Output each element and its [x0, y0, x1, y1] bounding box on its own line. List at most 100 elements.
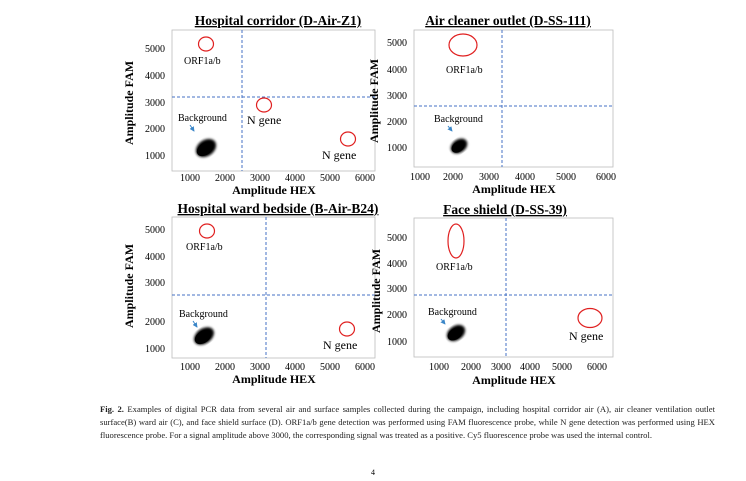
panel-b-ytick: 4000 [387, 65, 407, 76]
panel-d-ylabel: Amplitude FAM [369, 249, 383, 333]
panel-a-title: Hospital corridor (D-Air-Z1) [195, 13, 361, 28]
panel-d-xlabel: Amplitude HEX [472, 373, 556, 387]
panel-c-xtick: 2000 [215, 362, 235, 373]
panel-c-orf-circle [198, 223, 216, 239]
panel-c-ylabel: Amplitude FAM [122, 244, 136, 328]
panel-a-ngene-mid-label: N gene [247, 113, 281, 127]
panel-d-xtick: 6000 [587, 362, 607, 373]
panel-b-yticks: 5000 4000 3000 2000 1000 [387, 38, 407, 154]
panel-b-orf-circle [448, 33, 478, 57]
panel-a-xtick: 6000 [355, 173, 375, 184]
panel-b-xtick: 5000 [556, 172, 576, 183]
panel-d-xtick: 1000 [429, 362, 449, 373]
panel-c: Hospital ward bedside (B-Air-B24) Amplit… [122, 201, 378, 386]
panel-c-xtick: 3000 [250, 362, 270, 373]
panel-b-ytick: 3000 [387, 91, 407, 102]
panel-a-xtick: 1000 [180, 173, 200, 184]
panel-c-xtick: 4000 [285, 362, 305, 373]
panel-d-xtick: 2000 [461, 362, 481, 373]
panel-c-background-arrow [192, 320, 198, 328]
panel-d-ytick: 1000 [387, 337, 407, 348]
panel-a-ngene-right-circle [339, 131, 357, 147]
panel-b-xtick: 3000 [479, 172, 499, 183]
panel-c-xlabel: Amplitude HEX [232, 372, 316, 386]
panel-a-ngene-right-label: N gene [322, 148, 356, 162]
panel-c-background-label: Background [179, 309, 228, 320]
panel-d-orf-circle [447, 223, 465, 259]
panel-b: Air cleaner outlet (D-SS-111) Amplitude … [367, 13, 616, 196]
panel-c-plot-area [171, 216, 376, 359]
panel-a-ytick: 1000 [145, 151, 165, 162]
panel-a-yticks: 5000 4000 3000 2000 1000 [145, 44, 165, 162]
panel-c-droplet-core [194, 329, 212, 345]
panel-d-plot-area [413, 217, 614, 358]
panel-b-title: Air cleaner outlet (D-SS-111) [425, 13, 591, 28]
panel-d-background-label: Background [428, 307, 477, 318]
panel-b-xtick: 1000 [410, 172, 430, 183]
panel-a-orf-label: ORF1a/b [184, 56, 221, 67]
panel-d-ytick: 2000 [387, 310, 407, 321]
panel-b-ytick: 2000 [387, 117, 407, 128]
panel-b-xtick: 2000 [443, 172, 463, 183]
panel-d-xtick: 3000 [491, 362, 511, 373]
page-number: 4 [371, 468, 375, 477]
panel-a-ytick: 4000 [145, 71, 165, 82]
panel-c-xticks: 1000 2000 3000 4000 5000 6000 [180, 362, 375, 373]
figure-caption: Fig. 2. Examples of digital PCR data fro… [100, 403, 715, 442]
panel-b-ytick: 5000 [387, 38, 407, 49]
panel-a-orf-circle [197, 36, 215, 52]
panel-a-ylabel: Amplitude FAM [122, 61, 136, 145]
panel-c-ngene-circle [338, 321, 356, 337]
panel-b-orf-label: ORF1a/b [446, 65, 483, 76]
panel-d-title: Face shield (D-SS-39) [443, 202, 567, 217]
panel-c-yticks: 5000 4000 3000 2000 1000 [145, 225, 165, 355]
panel-d-xtick: 4000 [520, 362, 540, 373]
panel-a-ytick: 3000 [145, 98, 165, 109]
panel-c-orf-label: ORF1a/b [186, 242, 223, 253]
panel-a-ytick: 2000 [145, 124, 165, 135]
panel-d-ngene-label: N gene [569, 329, 603, 343]
figure-2: Hospital corridor (D-Air-Z1) Amplitude F… [122, 13, 616, 387]
panel-c-xtick: 1000 [180, 362, 200, 373]
panel-d-droplet-core [447, 327, 463, 341]
panel-d-background-arrow [440, 318, 446, 325]
panel-b-xticks: 1000 2000 3000 4000 5000 6000 [410, 172, 616, 183]
panel-d: Face shield (D-SS-39) Amplitude FAM 5000… [369, 202, 614, 387]
panel-c-ytick: 5000 [145, 225, 165, 236]
panel-b-ytick: 1000 [387, 143, 407, 154]
panel-d-xtick: 5000 [552, 362, 572, 373]
panel-a-xtick: 5000 [320, 173, 340, 184]
panel-c-ytick: 2000 [145, 317, 165, 328]
panel-d-ytick: 5000 [387, 233, 407, 244]
panel-d-xticks: 1000 2000 3000 4000 5000 6000 [429, 362, 607, 373]
caption-text: Examples of digital PCR data from severa… [100, 404, 716, 440]
panel-d-yticks: 5000 4000 3000 2000 1000 [387, 233, 407, 348]
panel-c-ngene-label: N gene [323, 338, 357, 352]
panel-b-xtick: 4000 [515, 172, 535, 183]
panel-c-ytick: 3000 [145, 278, 165, 289]
panel-a-xticks: 1000 2000 3000 4000 5000 6000 [180, 173, 375, 184]
panel-b-xtick: 6000 [596, 172, 616, 183]
panel-b-background-label: Background [434, 114, 483, 125]
panel-a-xtick: 3000 [250, 173, 270, 184]
panel-c-ytick: 1000 [145, 344, 165, 355]
panel-b-ylabel: Amplitude FAM [367, 59, 381, 143]
panel-a-xlabel: Amplitude HEX [232, 183, 316, 197]
panel-c-xtick: 5000 [320, 362, 340, 373]
panel-a-ytick: 5000 [145, 44, 165, 55]
panel-b-xlabel: Amplitude HEX [472, 182, 556, 196]
panel-a-droplet-core [196, 141, 214, 157]
panel-a-plot-area [171, 29, 376, 172]
panel-b-background-arrow [447, 125, 453, 132]
panel-a-xtick: 4000 [285, 173, 305, 184]
panel-b-droplet-core [451, 141, 465, 153]
panel-a-xtick: 2000 [215, 173, 235, 184]
panel-c-title: Hospital ward bedside (B-Air-B24) [178, 201, 379, 216]
panel-d-ytick: 4000 [387, 259, 407, 270]
panel-a-background-arrow [189, 124, 195, 132]
panel-a: Hospital corridor (D-Air-Z1) Amplitude F… [122, 13, 376, 197]
panel-d-orf-label: ORF1a/b [436, 262, 473, 273]
panel-a-ngene-mid-circle [255, 97, 273, 113]
panel-a-background-label: Background [178, 113, 227, 124]
panel-c-ytick: 4000 [145, 252, 165, 263]
